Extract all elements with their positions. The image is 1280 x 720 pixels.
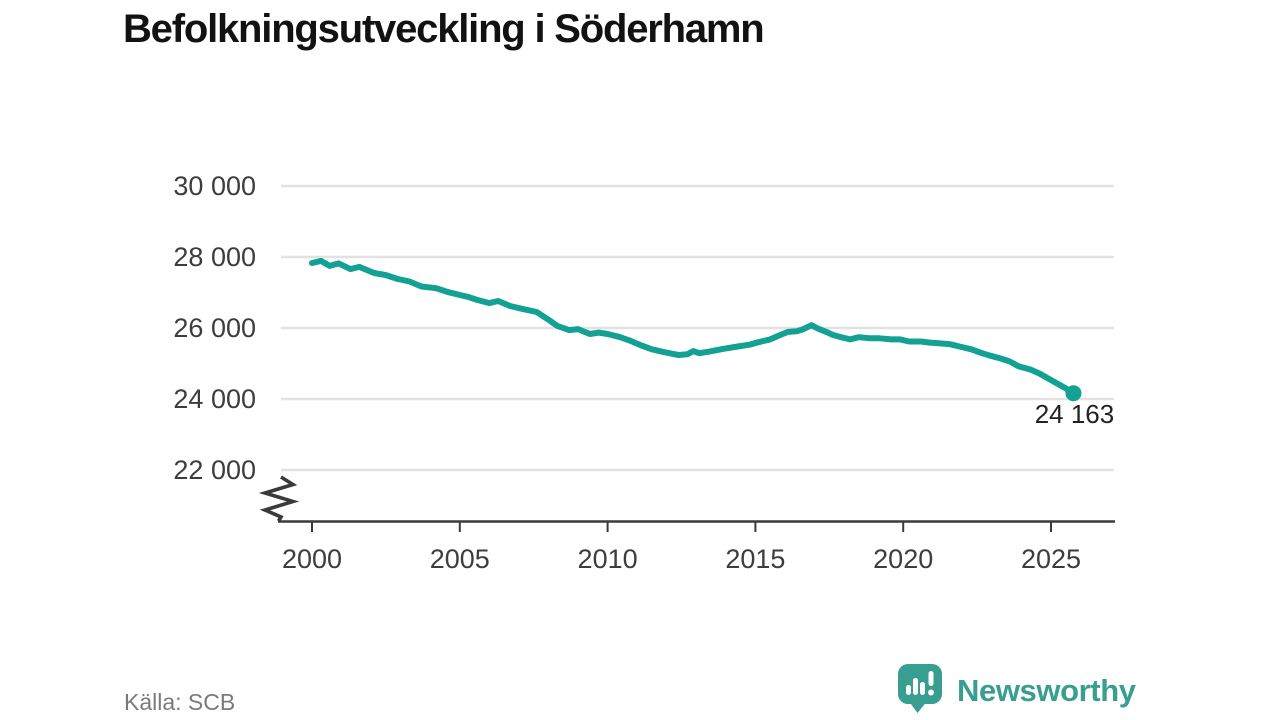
y-tick-label: 22 000 [173,455,256,485]
chart-title: Befolkningsutveckling i Söderhamn [123,7,765,51]
population-line [309,257,1077,397]
y-tick-label: 24 000 [173,384,256,414]
x-tick-label: 2015 [725,544,785,574]
end-point-dot [1065,385,1082,402]
x-tick-label: 2000 [282,544,342,574]
source-note: Källa: SCB [124,689,236,715]
y-tick-label: 30 000 [173,171,256,201]
end-value-label: 24 163 [1035,399,1115,429]
x-tick-label: 2010 [578,544,638,574]
x-tick-label: 2025 [1021,544,1081,574]
axis-break-icon [258,475,300,522]
bar-chart-speech-bubble-icon [898,664,942,713]
brand-name: Newsworthy [957,672,1136,708]
x-tick-label: 2005 [430,544,490,574]
y-tick-label: 26 000 [173,313,256,343]
y-tick-label: 28 000 [173,242,256,272]
newsworthy-logo: Newsworthy [897,663,1136,714]
x-tick-label: 2020 [873,544,933,574]
